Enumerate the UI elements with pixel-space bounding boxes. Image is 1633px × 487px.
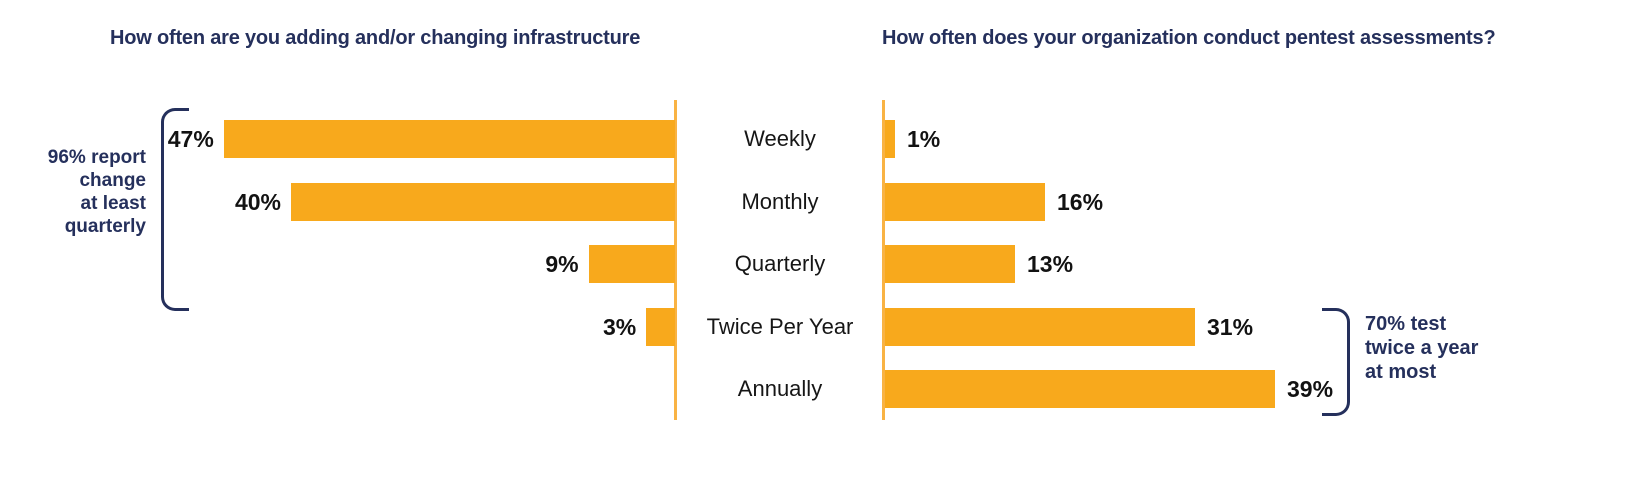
left-annotation-96-percent: 96% report change at least quarterly <box>47 147 146 237</box>
category-label-monthly: Monthly <box>741 188 819 214</box>
category-label-quarterly: Quarterly <box>734 251 826 276</box>
right-axis-line <box>882 100 885 420</box>
category-label-annually: Annually <box>737 376 823 401</box>
left-value-label-monthly: 40% <box>234 188 281 215</box>
right-bar-monthly <box>885 182 1045 221</box>
left-value-label-weekly: 47% <box>167 126 214 152</box>
left-value-label-twice-per-year: 3% <box>602 313 637 340</box>
right-value-label-twice-per-year: 31% <box>1207 313 1254 340</box>
right-annotation-70-percent: 70% test twice a year at most <box>1365 313 1479 383</box>
right-bar-annually <box>885 370 1275 408</box>
left-bar-weekly <box>223 120 675 158</box>
right-bar-quarterly <box>885 245 1015 283</box>
right-value-label-quarterly: 13% <box>1027 251 1074 277</box>
right-chart-title: How often does your organization conduct… <box>882 27 1496 49</box>
left-axis-line <box>674 100 677 420</box>
right-value-label-annually: 39% <box>1287 376 1334 402</box>
left-bar-quarterly <box>588 245 675 283</box>
category-label-weekly: Weekly <box>744 126 816 151</box>
right-bar-weekly <box>885 120 895 158</box>
left-bar-twice-per-year <box>646 307 675 346</box>
left-bar-monthly <box>291 182 675 221</box>
left-value-label-quarterly: 9% <box>545 251 579 277</box>
right-value-label-weekly: 1% <box>907 126 941 152</box>
left-chart-title: How often are you adding and/or changing… <box>110 27 641 49</box>
left-bracket <box>161 108 189 311</box>
category-label-twice-per-year: Twice Per Year <box>706 313 854 339</box>
right-bracket <box>1322 308 1350 416</box>
right-value-label-monthly: 16% <box>1057 188 1104 215</box>
right-bar-twice-per-year <box>885 307 1195 346</box>
